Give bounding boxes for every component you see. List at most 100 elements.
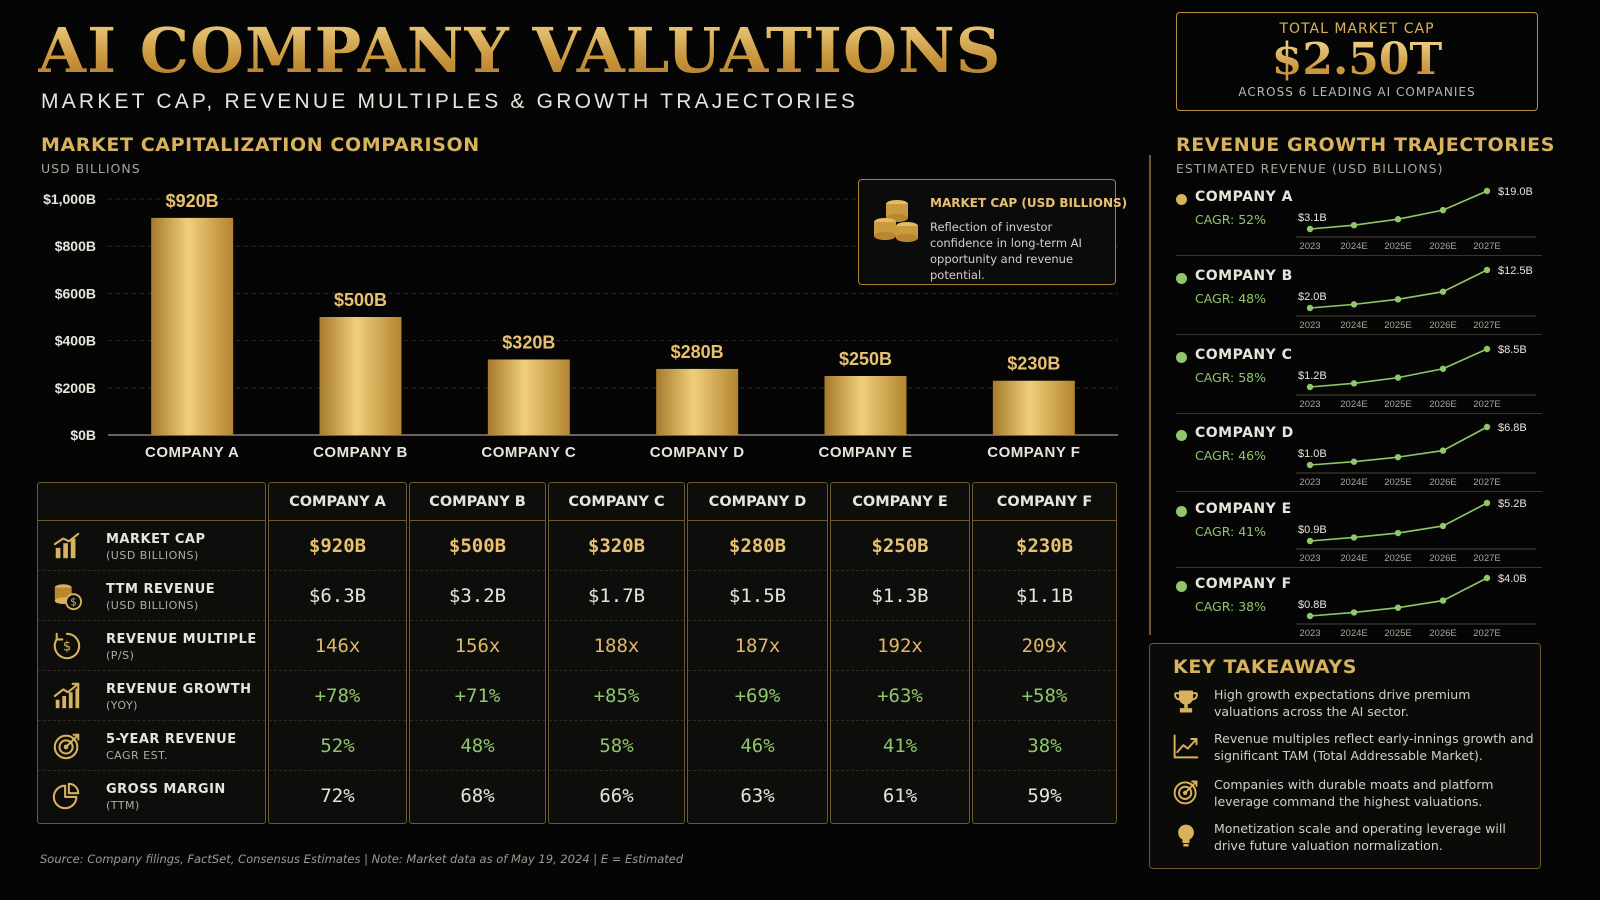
sparkline-year-label: 2026E [1429, 553, 1456, 564]
growth-row-company-a: COMPANY A CAGR: 52% $3.1B $19.0B 2023 2024E 20… [1176, 187, 1542, 259]
table-column-header: COMPANY B [410, 483, 545, 521]
y-tick-label: $0B [70, 427, 96, 443]
legend-description: Reflection of investor confidence in lon… [930, 220, 1082, 282]
sparkline-year-label: 2023 [1299, 477, 1320, 488]
sparkline-point [1306, 537, 1314, 545]
sparkline-point [1350, 380, 1358, 387]
sparkline-end-label: $6.8B [1498, 423, 1527, 434]
sparkline-end-label: $8.5B [1498, 345, 1527, 356]
sparkline-year-label: 2027E [1473, 553, 1500, 564]
table-cell: $1.7B [549, 571, 684, 621]
key-takeaways-title: KEY TAKEAWAYS [1173, 656, 1358, 678]
table-cell: 187x [688, 621, 827, 671]
sparkline-year-label: 2023 [1299, 399, 1320, 410]
table-column-header: COMPANY F [973, 483, 1116, 521]
svg-text:$: $ [63, 640, 71, 655]
table-column-company-d: COMPANY D $280B $1.5B 187x +69% 46% 63% [687, 482, 828, 824]
row-title: REVENUE GROWTH [106, 682, 252, 697]
sparkline-point [1483, 187, 1491, 195]
sparkline: $2.0B $12.5B 2023 2024E 2025E 2026E 2027E [1296, 266, 1536, 331]
y-tick-label: $600B [55, 285, 96, 301]
takeaway-item: Companies with durable moats and platfor… [1172, 776, 1532, 818]
total-market-cap-card: TOTAL MARKET CAP $2.50T ACROSS 6 LEADING… [1176, 12, 1538, 111]
table-cell: +71% [410, 671, 545, 721]
table-cell: 52% [269, 721, 406, 771]
sparkline-end-label: $5.2B [1498, 499, 1527, 510]
sparkline: $1.0B $6.8B 2023 2024E 2025E 2026E 2027E [1296, 423, 1536, 488]
x-category-label: COMPANY C [481, 444, 576, 461]
sparkline-start-label: $0.8B [1298, 599, 1327, 611]
table-cell: 63% [740, 785, 775, 807]
target-icon [1173, 780, 1198, 805]
table-cell: 48% [410, 721, 545, 771]
company-dot [1176, 273, 1187, 284]
takeaway-text: Revenue multiples reflect early-innings … [1214, 731, 1534, 763]
takeaway-item: High growth expectations drive premium v… [1172, 686, 1532, 728]
bar-company-f [992, 380, 1075, 435]
sparkline-year-label: 2023 [1299, 553, 1320, 564]
table-cell: 38% [973, 721, 1116, 771]
table-cell: $920B [269, 521, 406, 571]
bar-value-label: $500B [334, 290, 387, 310]
table-cell: $230B [973, 521, 1116, 571]
row-title: TTM REVENUE [106, 582, 216, 597]
row-separator [1176, 334, 1542, 335]
sparkline-year-label: 2024E [1340, 399, 1367, 410]
sparkline-end-label: $4.0B [1498, 574, 1527, 585]
table-row-label: MARKET CAP (USD BILLIONS) [38, 521, 265, 571]
sparkline-year-label: 2025E [1384, 628, 1411, 639]
legend-title: MARKET CAP (USD BILLIONS) [930, 196, 1128, 210]
chart-legend-box: MARKET CAP (USD BILLIONS) Reflection of … [858, 179, 1127, 285]
table-column-header: COMPANY C [549, 483, 684, 521]
bar-company-e [824, 376, 907, 435]
table-cell: $320B [549, 521, 684, 571]
growth-chart-icon [53, 682, 80, 709]
growth-row-company-e: COMPANY E CAGR: 41% $0.9B $5.2B 2023 2024E 202… [1176, 499, 1542, 571]
bar-value-label: $280B [671, 342, 724, 362]
sparkline-year-label: 2027E [1473, 241, 1500, 252]
valuation-table: MARKET CAP (USD BILLIONS) $ TTM REVENUE (USD… [37, 482, 1117, 824]
growth-row-company-b: COMPANY B CAGR: 48% $2.0B $12.5B 2023 2024E 20… [1176, 266, 1542, 338]
table-cell: 72% [320, 785, 355, 807]
table-column-company-a: COMPANY A $920B $6.3B 146x +78% 52% 72% [268, 482, 407, 824]
sparkline-point [1350, 221, 1358, 229]
table-cell: +63% [831, 671, 969, 721]
growth-section-title: REVENUE GROWTH TRAJECTORIES [1176, 134, 1555, 156]
sparkline-point [1439, 206, 1447, 214]
table-cell: $1.5B [688, 571, 827, 621]
x-category-label: COMPANY D [650, 444, 745, 461]
sparkline-point [1483, 423, 1491, 431]
company-name: COMPANY B [1195, 268, 1293, 284]
table-cell: 58% [549, 721, 684, 771]
sparkline-point [1439, 597, 1447, 604]
lightbulb-icon [1178, 824, 1194, 847]
table-cell: 59% [1027, 785, 1062, 807]
table-cell: 188x [549, 621, 684, 671]
row-separator [1176, 567, 1542, 568]
sparkline-year-label: 2026E [1429, 320, 1456, 331]
table-column-company-b: COMPANY B $500B $3.2B 156x +71% 48% 68% [409, 482, 546, 824]
takeaway-text: High growth expectations drive premium v… [1214, 687, 1471, 719]
sparkline-start-label: $1.0B [1298, 448, 1327, 460]
bar-value-label: $250B [839, 349, 892, 369]
sparkline-year-label: 2025E [1384, 399, 1411, 410]
y-tick-label: $400B [55, 333, 96, 349]
x-category-label: COMPANY F [987, 444, 1080, 461]
sparkline: $0.9B $5.2B 2023 2024E 2025E 2026E 2027E [1296, 499, 1536, 564]
company-name: COMPANY D [1195, 425, 1294, 441]
sparkline-year-label: 2027E [1473, 477, 1500, 488]
chart-unit-label: USD BILLIONS [41, 161, 141, 176]
table-cell: 41% [831, 721, 969, 771]
sparkline: $0.8B $4.0B 2023 2024E 2025E 2026E 2027E [1296, 574, 1536, 639]
row-title: 5-YEAR REVENUE [106, 732, 237, 747]
company-name: COMPANY C [1195, 347, 1293, 363]
table-cell: $3.2B [410, 571, 545, 621]
bar-company-c [487, 359, 570, 435]
table-label-column: MARKET CAP (USD BILLIONS) $ TTM REVENUE (USD… [37, 482, 266, 824]
sparkline-point [1350, 458, 1358, 465]
table-cell: $1.1B [973, 571, 1116, 621]
sparkline-year-label: 2024E [1340, 241, 1367, 252]
company-name: COMPANY F [1195, 576, 1292, 592]
company-dot [1176, 506, 1187, 517]
trophy-icon [1174, 690, 1198, 713]
